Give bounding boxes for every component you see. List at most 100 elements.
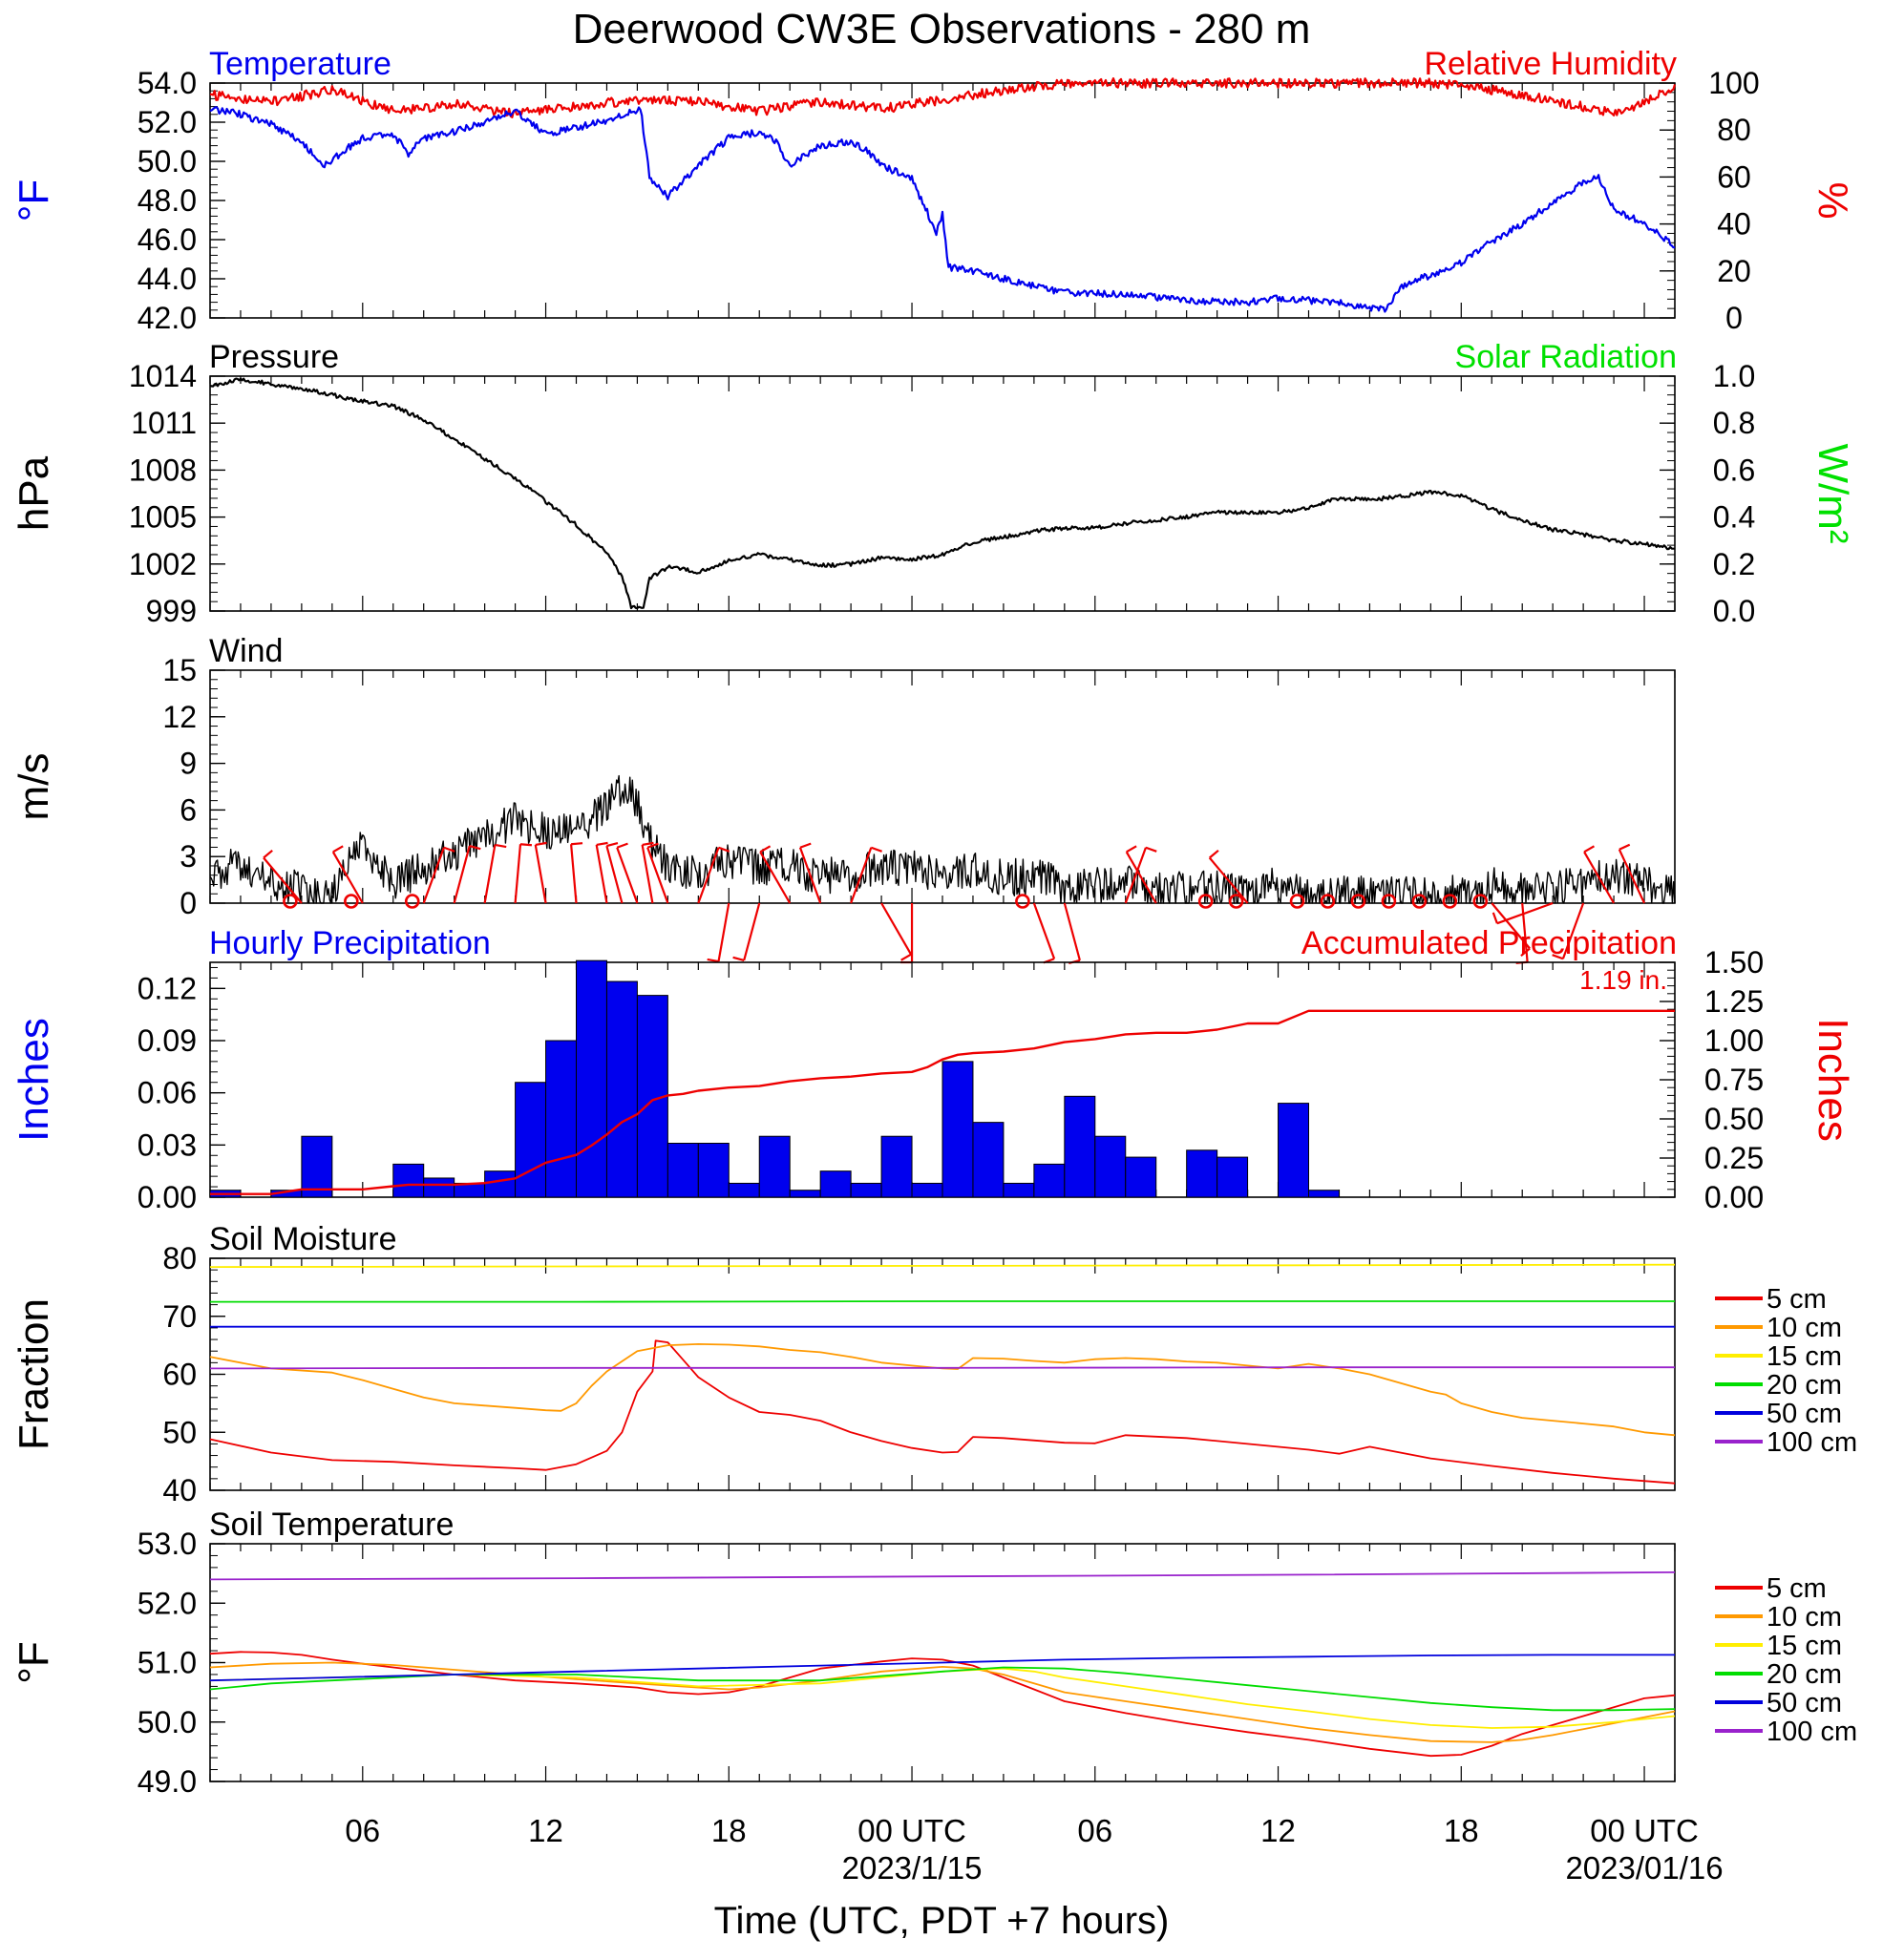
soil-line-d10 — [209, 1343, 1676, 1437]
y-tick-label: 20 — [1717, 254, 1751, 288]
soil-line-d100 — [209, 1366, 1675, 1370]
legend-label: 100 cm — [1767, 1427, 1857, 1458]
calm-wind-marker — [1015, 894, 1030, 909]
wind-barb-flag — [707, 958, 719, 963]
chart-title: Deerwood CW3E Observations - 280 m — [573, 6, 1311, 53]
panel-title-right: Solar Radiation — [1455, 339, 1677, 375]
y-axis-label-left: °F — [11, 1641, 57, 1683]
y-tick-label: 0.0 — [1713, 594, 1755, 628]
x-axis-label: Time (UTC, PDT +7 hours) — [714, 1900, 1170, 1942]
panel-pressure: Pressure Solar Radiation 999 1002 1005 1008 10… — [11, 339, 1856, 628]
wind-barb — [1032, 902, 1056, 959]
wind-barb — [595, 844, 608, 904]
precip-bar — [484, 1170, 517, 1198]
soil-line-d20 — [209, 1666, 1676, 1712]
wind-barb — [605, 845, 624, 904]
wind-barb-flag — [263, 849, 273, 859]
wind-barb-flag — [535, 841, 547, 847]
wind-barb — [483, 844, 497, 904]
wind-barb-flag — [1492, 912, 1498, 924]
wind-barb — [1561, 902, 1585, 959]
x-tick-label: 12 — [1260, 1813, 1296, 1848]
calm-wind-marker — [283, 894, 298, 909]
y-tick-label: 0.8 — [1713, 406, 1755, 440]
precip-bar — [423, 1177, 455, 1198]
y-tick-label: 40 — [162, 1473, 197, 1507]
wind-barb-flag — [596, 841, 608, 847]
wind-barb-flag — [870, 846, 882, 853]
panel-soil_temperature: Soil Temperature 49.0 50.0 51.0 52.0 53.0 °F 5 … — [11, 1507, 1857, 1799]
calm-wind-marker — [1381, 894, 1397, 909]
x-tick-date-label: 2023/1/15 — [842, 1850, 983, 1886]
wind-barb-flag — [732, 956, 745, 961]
y-tick-label: 0.06 — [138, 1076, 197, 1110]
calm-wind-marker — [1320, 894, 1336, 909]
y-tick-label: 70 — [162, 1299, 197, 1334]
wind-barb-flag — [332, 845, 344, 854]
y-tick-label: 54.0 — [138, 66, 197, 100]
wind-speed-line — [209, 774, 1676, 904]
wind-barb — [880, 902, 913, 956]
soil-line-d15 — [209, 1263, 1676, 1268]
wind-barb-flag — [642, 841, 654, 847]
y-tick-label: 60 — [162, 1358, 197, 1392]
legend-label: 5 cm — [1767, 1573, 1827, 1604]
x-tick-label: 18 — [1444, 1813, 1479, 1848]
wind-barb — [331, 851, 364, 904]
x-tick-date-label: 2023/01/16 — [1565, 1850, 1723, 1886]
y-tick-label: 40 — [1717, 207, 1751, 242]
wind-barb — [1496, 901, 1554, 925]
calm-wind-marker — [1289, 894, 1305, 909]
precip-bar — [1186, 1149, 1218, 1198]
precip-bar — [301, 1135, 333, 1198]
y-tick-label: 46.0 — [138, 222, 197, 257]
soil-line-d50 — [209, 1654, 1675, 1682]
precip-bar — [1094, 1135, 1127, 1198]
wind-barb — [534, 844, 547, 904]
y-tick-label: 1.25 — [1704, 984, 1764, 1019]
panel-title: Soil Moisture — [209, 1221, 397, 1257]
precip-bar — [758, 1135, 791, 1198]
calm-wind-marker — [1197, 894, 1214, 909]
y-axis-label-left: Inches — [11, 1018, 57, 1142]
wind-barb — [717, 902, 730, 962]
wind-barb — [570, 844, 578, 904]
calm-wind-marker — [404, 894, 420, 909]
precip-bar — [972, 1122, 1005, 1198]
panel-title: Temperature — [209, 46, 391, 82]
precip-bar — [1308, 1190, 1340, 1198]
y-tick-label: 1.00 — [1704, 1023, 1764, 1058]
x-tick-label: 06 — [345, 1813, 380, 1848]
accumulated-precip-line — [210, 1009, 1675, 1195]
y-tick-label: 0.09 — [138, 1023, 197, 1058]
y-tick-label: 52.0 — [138, 105, 197, 139]
y-tick-label: 1008 — [129, 453, 197, 487]
accumulated-total-label: 1.19 in. — [1579, 965, 1667, 995]
precip-bar — [1278, 1103, 1309, 1198]
precip-bar — [697, 1143, 730, 1198]
wind-barb — [1618, 849, 1646, 904]
precip-bar — [605, 980, 638, 1198]
y-axis-label-left: m/s — [11, 753, 57, 821]
wind-barb-flag — [1619, 843, 1631, 851]
panel-temp: Temperature Relative Humidity 42.0 44.0 46.0… — [11, 46, 1856, 335]
y-tick-label: 1002 — [129, 547, 197, 581]
x-tick-label: 06 — [1077, 1813, 1112, 1848]
legend-label: 10 cm — [1767, 1602, 1842, 1633]
temperature-line — [209, 106, 1676, 313]
precip-bar — [392, 1163, 425, 1198]
wind-barb — [616, 847, 639, 904]
plot-frame — [209, 1257, 1676, 1491]
wind-barb — [1491, 902, 1531, 950]
y-axis-label-left: Fraction — [11, 1298, 57, 1450]
wind-barb-flag — [1552, 954, 1564, 960]
y-tick-label: 15 — [162, 653, 197, 687]
y-tick-label: 999 — [146, 594, 197, 628]
panel-title: Pressure — [209, 339, 339, 375]
wind-barb-flag — [718, 846, 730, 853]
soil-line-d100 — [209, 1571, 1676, 1581]
y-tick-label: 50.0 — [138, 1705, 197, 1739]
y-tick-label: 1005 — [129, 500, 197, 535]
y-tick-label: 0 — [180, 886, 197, 920]
